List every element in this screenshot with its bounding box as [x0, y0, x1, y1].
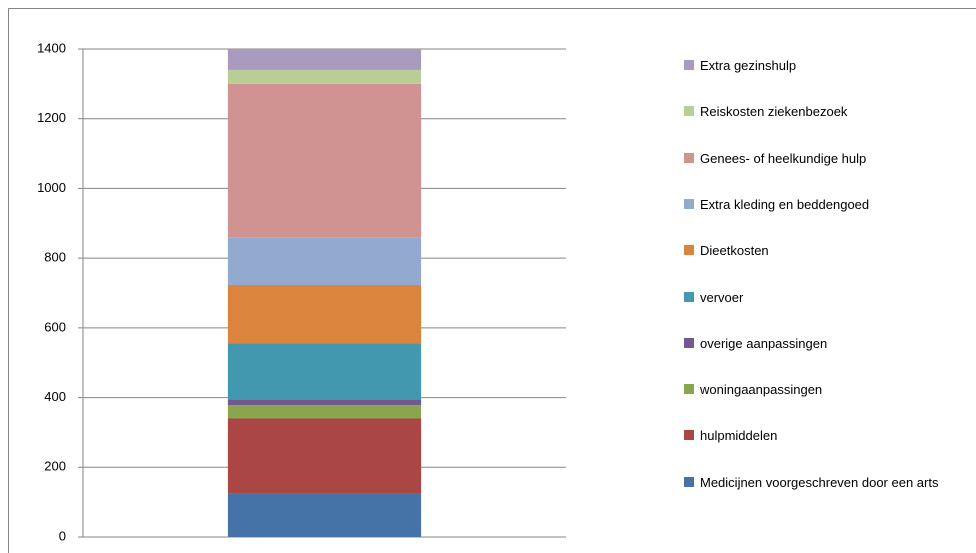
legend-item: Extra gezinshulp [684, 57, 976, 75]
y-tick-label: 0 [59, 528, 66, 543]
legend-item: Genees- of heelkundige hulp [684, 150, 976, 168]
bar-segment [227, 284, 422, 344]
legend-label: overige aanpassingen [700, 335, 828, 351]
bar-segment [227, 405, 422, 419]
legend-swatch [684, 476, 694, 487]
legend-swatch [684, 430, 694, 441]
legend-label: hulpmiddelen [700, 428, 778, 444]
y-tick-label: 400 [44, 389, 66, 404]
y-tick-label: 200 [44, 459, 66, 474]
legend-swatch [684, 384, 694, 395]
legend-item: Extra kleding en beddengoed [684, 196, 976, 214]
y-tick-label: 1000 [37, 180, 66, 195]
legend-label: Extra gezinshulp [700, 58, 797, 73]
legend-label: Genees- of heelkundige hulp [700, 150, 867, 166]
legend-swatch [684, 152, 694, 163]
legend-item: woningaanpassingen [684, 381, 976, 399]
legend-item: Medicijnen voorgeschreven door een arts [684, 474, 976, 492]
legend-label: Medicijnen voorgeschreven door een arts [700, 474, 939, 490]
legend-swatch [684, 337, 694, 348]
y-tick-label: 1200 [37, 110, 66, 125]
legend-label: Reiskosten ziekenbezoek [700, 104, 848, 120]
legend-item: vervoer [684, 289, 976, 307]
bar-segment [227, 237, 422, 285]
bar-segment [227, 493, 422, 537]
legend-swatch [684, 245, 694, 256]
legend-swatch [684, 291, 694, 302]
legend-swatch [684, 60, 694, 70]
legend-label: vervoer [700, 289, 744, 305]
legend-item: Dieetkosten [684, 242, 976, 260]
bar-segment [227, 69, 422, 84]
bar-segment [227, 49, 422, 70]
bar-segment [227, 418, 422, 494]
legend-item: Reiskosten ziekenbezoek [684, 103, 976, 121]
chart-border [8, 8, 976, 553]
legend-label: woningaanpassingen [700, 382, 823, 398]
legend-item: overige aanpassingen [684, 335, 976, 353]
y-tick-label: 1400 [37, 40, 66, 55]
legend-item: hulpmiddelen [684, 427, 976, 445]
y-tick-label: 600 [44, 319, 66, 334]
legend-swatch [684, 198, 694, 209]
legend-swatch [684, 106, 694, 117]
legend-label: Dieetkosten [700, 243, 769, 259]
bar-segment [227, 399, 422, 406]
legend-label: Extra kleding en beddengoed [700, 196, 870, 212]
bar-segment [227, 83, 422, 238]
bar-segment [227, 343, 422, 400]
y-tick-label: 800 [44, 250, 66, 265]
